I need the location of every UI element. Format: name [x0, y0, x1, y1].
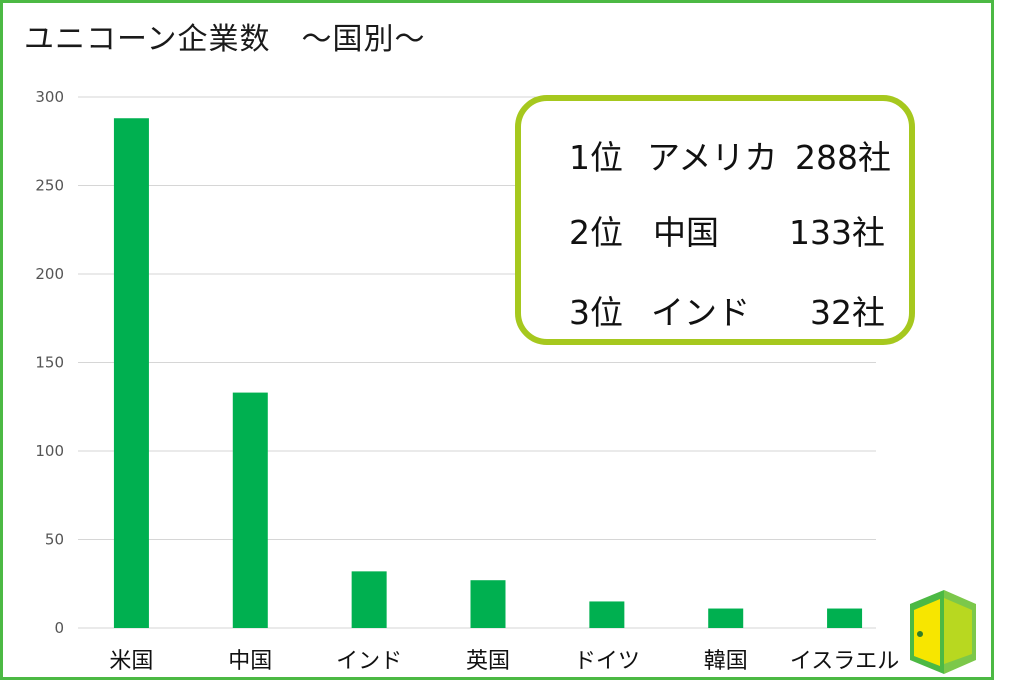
- chart-title: ユニコーン企業数 ～国別～: [24, 22, 426, 57]
- ranking-count: 32社: [810, 293, 885, 332]
- ranking-country: アメリカ: [647, 138, 778, 177]
- y-tick-label: 0: [54, 619, 64, 637]
- ranking-country: 中国: [653, 213, 719, 252]
- ranking-rank: 3位: [569, 293, 623, 332]
- x-tick-label: ドイツ: [574, 649, 640, 674]
- x-tick-label: 英国: [466, 649, 510, 674]
- y-tick-label: 200: [35, 265, 64, 283]
- x-tick-label: 米国: [109, 649, 153, 674]
- y-tick-label: 300: [35, 88, 64, 106]
- bar: [589, 601, 625, 628]
- x-tick-label: イスラエル: [790, 649, 899, 674]
- bar: [113, 118, 149, 629]
- ranking-rank: 2位: [569, 213, 623, 252]
- ranking-rank: 1位: [569, 138, 623, 177]
- ranking-country: インド: [651, 293, 750, 332]
- ranking-box: 1位 アメリカ 288社 2位 中国 133社 3位 インド 32社: [515, 95, 915, 345]
- ranking-row-1: 1位 アメリカ 288社: [521, 131, 909, 181]
- bar: [470, 580, 506, 628]
- chart-frame: [0, 0, 994, 680]
- bar: [708, 608, 744, 628]
- bar: [232, 392, 268, 628]
- door-logo-icon: [910, 590, 976, 674]
- y-tick-label: 50: [45, 531, 64, 549]
- ranking-row-3: 3位 インド 32社: [521, 286, 909, 336]
- y-tick-label: 150: [35, 354, 64, 372]
- y-tick-label: 100: [35, 442, 64, 460]
- x-tick-label: 韓国: [704, 649, 748, 674]
- bar: [351, 571, 387, 628]
- ranking-count: 288社: [795, 138, 891, 177]
- ranking-row-2: 2位 中国 133社: [521, 206, 909, 256]
- x-tick-label: インド: [336, 649, 402, 674]
- ranking-count: 133社: [789, 213, 885, 252]
- y-tick-label: 250: [35, 177, 64, 195]
- x-tick-label: 中国: [228, 649, 272, 674]
- bar: [827, 608, 863, 628]
